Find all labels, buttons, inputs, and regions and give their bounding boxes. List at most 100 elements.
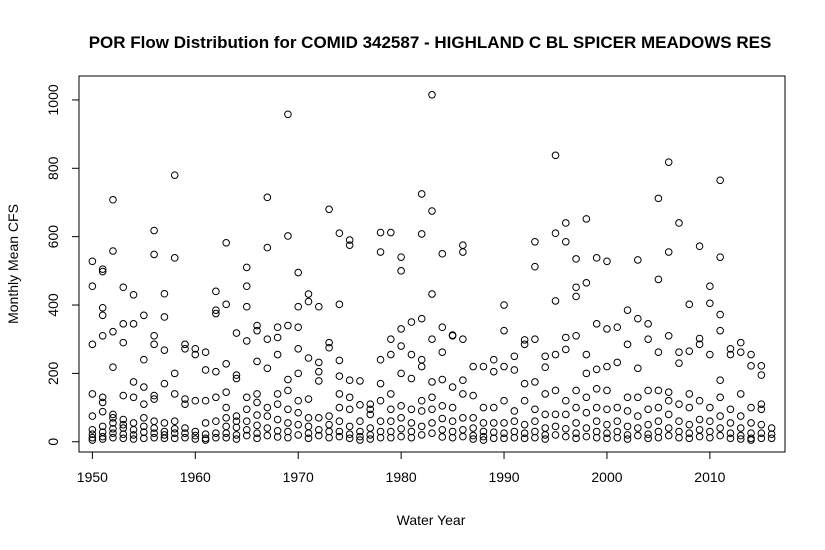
data-point bbox=[417, 396, 426, 405]
data-point bbox=[459, 414, 467, 422]
data-point bbox=[150, 250, 158, 259]
data-point bbox=[561, 424, 570, 433]
data-point bbox=[222, 388, 230, 396]
data-point bbox=[325, 427, 333, 436]
data-point bbox=[726, 434, 735, 443]
data-point bbox=[253, 429, 261, 438]
data-point bbox=[623, 340, 632, 349]
data-point bbox=[284, 433, 292, 442]
data-point bbox=[469, 362, 477, 371]
data-point bbox=[222, 403, 230, 412]
data-point bbox=[469, 414, 477, 422]
data-point bbox=[181, 433, 189, 442]
data-point bbox=[314, 425, 323, 434]
data-point bbox=[716, 376, 724, 385]
data-point bbox=[294, 323, 303, 332]
data-point bbox=[201, 430, 210, 439]
data-point bbox=[448, 331, 457, 340]
data-point bbox=[222, 429, 230, 438]
data-point bbox=[603, 434, 611, 443]
data-point bbox=[98, 267, 107, 276]
data-point bbox=[212, 417, 220, 426]
data-point bbox=[387, 335, 395, 344]
data-point bbox=[304, 395, 313, 403]
data-point bbox=[726, 344, 735, 353]
data-point bbox=[253, 411, 261, 419]
data-point bbox=[603, 429, 611, 438]
data-point bbox=[407, 405, 416, 414]
data-point bbox=[417, 230, 426, 238]
x-tick-label: 2000 bbox=[591, 469, 622, 485]
data-point bbox=[747, 436, 755, 444]
data-point bbox=[314, 367, 323, 376]
data-point bbox=[366, 424, 375, 432]
data-point bbox=[314, 358, 323, 367]
x-tick-label: 1990 bbox=[488, 469, 519, 485]
data-point bbox=[98, 311, 107, 320]
data-point bbox=[397, 342, 405, 350]
data-point bbox=[242, 282, 251, 291]
data-point bbox=[428, 419, 436, 427]
data-point bbox=[387, 405, 395, 414]
data-point bbox=[304, 414, 313, 422]
data-point bbox=[345, 430, 354, 439]
data-point bbox=[479, 436, 488, 444]
data-point bbox=[448, 427, 457, 436]
data-point bbox=[582, 432, 591, 441]
data-point bbox=[634, 314, 642, 323]
data-point bbox=[428, 335, 436, 344]
data-point bbox=[438, 425, 447, 434]
data-point bbox=[181, 344, 189, 353]
y-tick-label: 800 bbox=[45, 156, 61, 180]
data-point bbox=[160, 419, 169, 427]
data-point bbox=[716, 393, 724, 402]
data-point bbox=[706, 299, 714, 308]
data-point bbox=[541, 424, 550, 432]
data-point bbox=[428, 429, 436, 438]
data-point bbox=[438, 402, 447, 410]
y-tick-label: 200 bbox=[45, 361, 61, 385]
data-point bbox=[500, 419, 508, 427]
data-point bbox=[222, 422, 230, 431]
data-point bbox=[623, 393, 632, 402]
data-point bbox=[623, 306, 632, 314]
data-point bbox=[242, 302, 251, 311]
data-point bbox=[561, 237, 570, 246]
data-point bbox=[170, 390, 179, 398]
data-point bbox=[531, 262, 539, 271]
data-point bbox=[479, 403, 488, 412]
data-point bbox=[634, 431, 642, 440]
data-point bbox=[603, 405, 611, 414]
data-point bbox=[397, 402, 405, 410]
data-point bbox=[253, 398, 261, 407]
data-point bbox=[613, 403, 622, 412]
data-point bbox=[109, 433, 117, 442]
data-point bbox=[675, 359, 683, 367]
data-point bbox=[675, 219, 683, 227]
data-point bbox=[459, 425, 467, 434]
data-point bbox=[129, 435, 138, 443]
data-point bbox=[716, 253, 724, 261]
data-point bbox=[191, 396, 200, 405]
data-point bbox=[170, 429, 179, 438]
data-point bbox=[284, 386, 292, 395]
x-tick-label: 2010 bbox=[694, 469, 725, 485]
data-point bbox=[407, 374, 416, 383]
data-point bbox=[88, 433, 97, 442]
data-point bbox=[479, 362, 488, 371]
x-tick-label: 1950 bbox=[77, 469, 108, 485]
data-point bbox=[345, 422, 354, 431]
data-point bbox=[284, 427, 292, 436]
data-point bbox=[551, 350, 560, 359]
data-point bbox=[531, 335, 539, 344]
data-point bbox=[767, 424, 776, 432]
data-point bbox=[520, 396, 529, 405]
data-point bbox=[654, 403, 663, 412]
data-point bbox=[428, 393, 436, 402]
data-point bbox=[489, 428, 498, 436]
data-point bbox=[685, 347, 694, 355]
x-tick-label: 1980 bbox=[386, 469, 417, 485]
data-point bbox=[736, 338, 745, 347]
data-point bbox=[366, 435, 375, 443]
data-point bbox=[592, 384, 601, 393]
